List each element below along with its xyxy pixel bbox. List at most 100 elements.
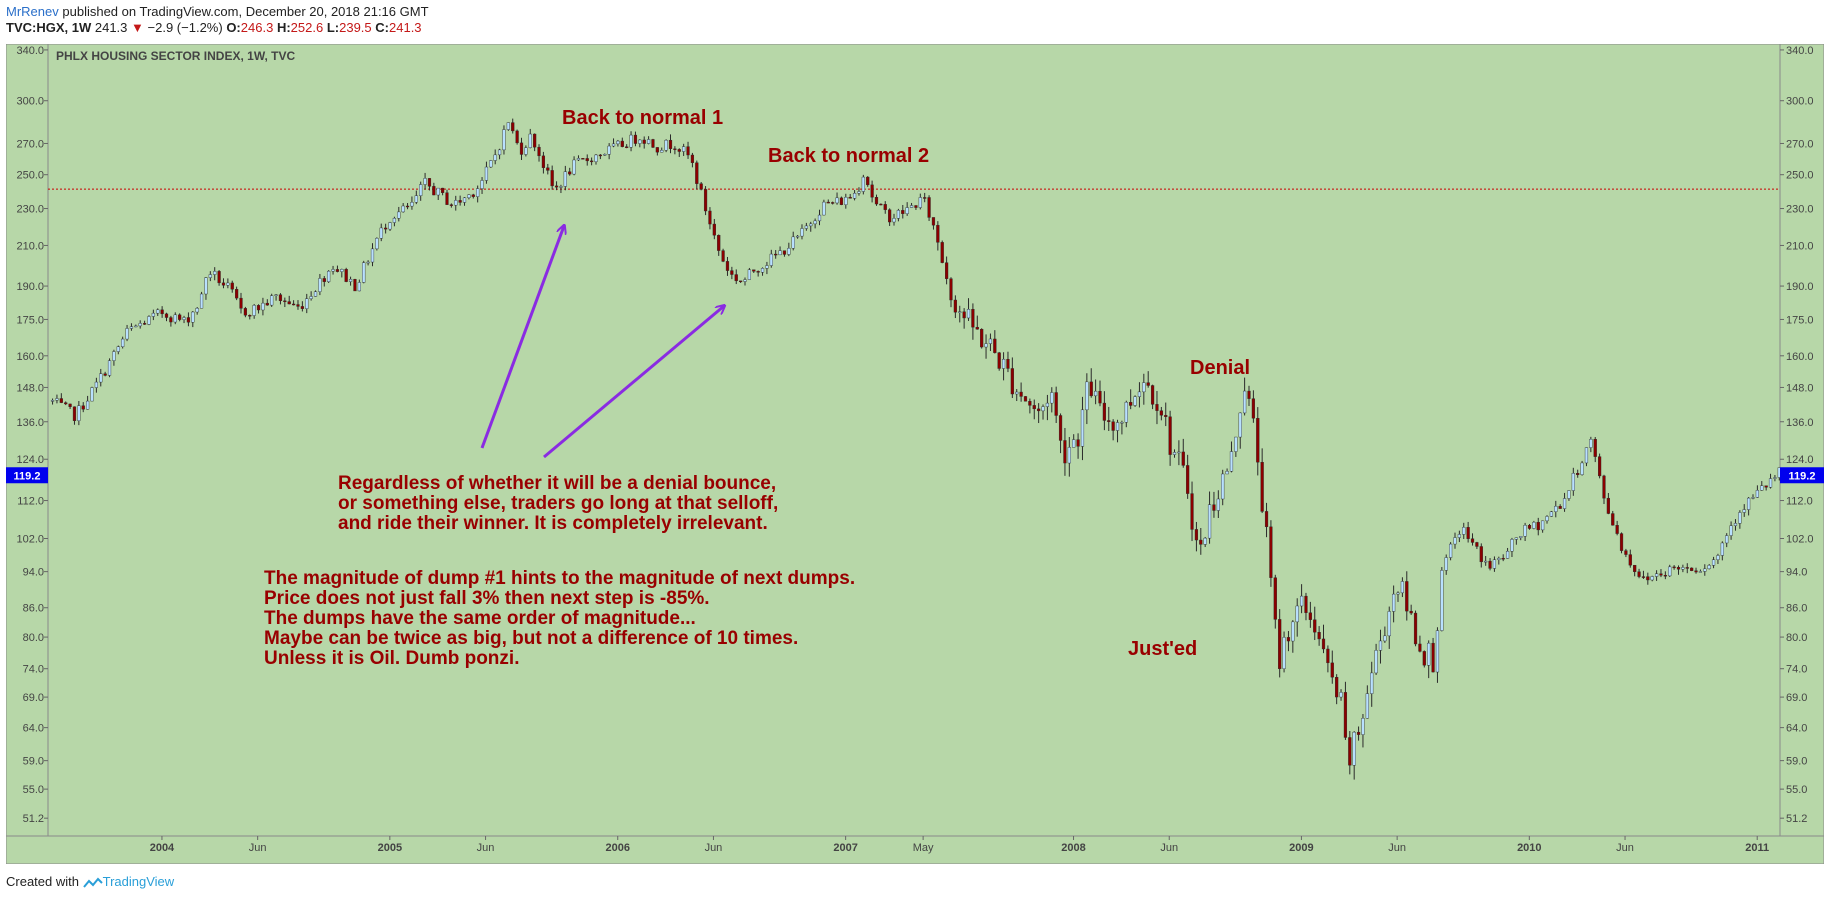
candle-body bbox=[962, 311, 966, 319]
block2-line: The magnitude of dump #1 hints to the ma… bbox=[264, 568, 855, 589]
x-tick-label: Jun bbox=[1616, 842, 1634, 854]
candle-body bbox=[283, 300, 287, 303]
y-tick-label: 160.0 bbox=[16, 351, 44, 363]
candle-body bbox=[480, 180, 484, 189]
y-tick-label: 80.0 bbox=[1786, 632, 1807, 644]
candle-body bbox=[1545, 516, 1549, 522]
candle-body bbox=[813, 220, 817, 225]
candle-body bbox=[1606, 497, 1610, 514]
candle-body bbox=[537, 146, 541, 157]
block2-line: The dumps have the same order of magnitu… bbox=[264, 608, 696, 629]
candle-body bbox=[1339, 692, 1343, 698]
publish-line: MrRenev published on TradingView.com, De… bbox=[6, 4, 429, 20]
candle-body bbox=[1681, 567, 1685, 570]
x-tick-label: Jun bbox=[1388, 842, 1406, 854]
candle-body bbox=[1690, 567, 1694, 571]
candle-body bbox=[1102, 402, 1106, 421]
candle-body bbox=[611, 143, 616, 147]
candle-body bbox=[848, 196, 852, 199]
candle-body bbox=[497, 149, 502, 156]
candle-body bbox=[568, 171, 572, 175]
candle-body bbox=[204, 277, 208, 295]
candle-body bbox=[1273, 577, 1277, 620]
candle-body bbox=[1045, 402, 1050, 407]
candle-body bbox=[1352, 731, 1356, 766]
candle-body bbox=[64, 402, 68, 405]
candle-body bbox=[559, 186, 563, 188]
candle-body bbox=[1089, 381, 1093, 397]
x-tick-label: 2009 bbox=[1289, 842, 1313, 854]
x-axis: 2004 Jun 2005 Jun 2006 Jun 2007 May 2008 Jun 2009 J… bbox=[150, 836, 1769, 854]
candle-body bbox=[243, 308, 247, 316]
candle-body bbox=[1343, 692, 1348, 738]
candle-body bbox=[778, 250, 782, 256]
candle-body bbox=[896, 210, 900, 219]
candle-body bbox=[441, 187, 445, 193]
candle-body bbox=[1335, 677, 1339, 698]
candle-body bbox=[1716, 555, 1720, 560]
candle-body bbox=[909, 205, 914, 208]
current-price-label-right: 119.2 bbox=[1789, 470, 1816, 482]
candle-body bbox=[866, 176, 870, 186]
candle-body bbox=[1685, 567, 1689, 569]
candle-body bbox=[1356, 731, 1361, 735]
candle-body bbox=[327, 270, 331, 282]
candle-body bbox=[230, 282, 234, 290]
y-tick-label: 230.0 bbox=[16, 204, 44, 216]
candle-body bbox=[248, 315, 252, 317]
candle-body bbox=[1738, 512, 1742, 524]
y-tick-label: 69.0 bbox=[23, 692, 44, 704]
candle-body bbox=[458, 200, 462, 203]
candle-body bbox=[1286, 637, 1291, 642]
block2-line: Price does not just fall 3% then next st… bbox=[264, 588, 710, 609]
candle-body bbox=[1703, 568, 1707, 572]
candle-body bbox=[182, 317, 186, 320]
candle-body bbox=[445, 192, 449, 205]
tradingview-link[interactable]: TradingView bbox=[102, 874, 175, 889]
candle-body bbox=[554, 185, 559, 188]
candle-body bbox=[550, 170, 554, 187]
candle-body bbox=[1475, 542, 1479, 547]
block1-line: or something else, traders go long at th… bbox=[338, 493, 778, 514]
y-tick-label: 270.0 bbox=[16, 138, 44, 150]
y-tick-label: 175.0 bbox=[1786, 314, 1814, 326]
candle-body bbox=[1212, 504, 1216, 511]
candle-body bbox=[633, 134, 638, 144]
author-link[interactable]: MrRenev bbox=[6, 4, 59, 19]
candle-body bbox=[125, 328, 129, 340]
candle-body bbox=[226, 282, 230, 286]
candle-body bbox=[1269, 526, 1273, 578]
candle-body bbox=[1348, 737, 1352, 766]
candle-body bbox=[721, 250, 725, 262]
candle-body bbox=[1378, 640, 1383, 651]
candle-body bbox=[1251, 398, 1255, 419]
candle-body bbox=[493, 154, 497, 161]
candle-body bbox=[1628, 554, 1632, 566]
candle-body bbox=[199, 293, 204, 309]
y-tick-label: 51.2 bbox=[23, 813, 44, 825]
candle-body bbox=[489, 160, 493, 168]
candle-body bbox=[379, 227, 383, 239]
candle-body bbox=[1659, 573, 1663, 576]
candle-body bbox=[703, 189, 708, 212]
candle-body bbox=[1422, 651, 1426, 666]
candle-body bbox=[993, 338, 997, 353]
candle-body bbox=[945, 262, 949, 279]
y-tick-label: 210.0 bbox=[16, 240, 44, 252]
y-tick-label: 190.0 bbox=[16, 281, 44, 293]
price-chart[interactable]: PHLX HOUSING SECTOR INDEX, 1W, TVC 340.0… bbox=[6, 44, 1824, 864]
footer: Created with TradingView bbox=[6, 874, 174, 889]
candle-body bbox=[121, 338, 125, 347]
candle-body bbox=[1729, 525, 1733, 536]
y-tick-label: 190.0 bbox=[1786, 281, 1814, 293]
low-label: L: bbox=[326, 20, 340, 35]
candle-body bbox=[1409, 610, 1413, 614]
x-tick-label: Jun bbox=[705, 842, 723, 854]
candle-body bbox=[1098, 390, 1102, 404]
annotation-justed: Just'ed bbox=[1128, 638, 1197, 660]
candle-body bbox=[1291, 621, 1295, 642]
candle-body bbox=[1641, 576, 1646, 578]
candle-body bbox=[1532, 521, 1536, 529]
candle-body bbox=[1387, 611, 1391, 637]
high-label: H: bbox=[276, 20, 291, 35]
